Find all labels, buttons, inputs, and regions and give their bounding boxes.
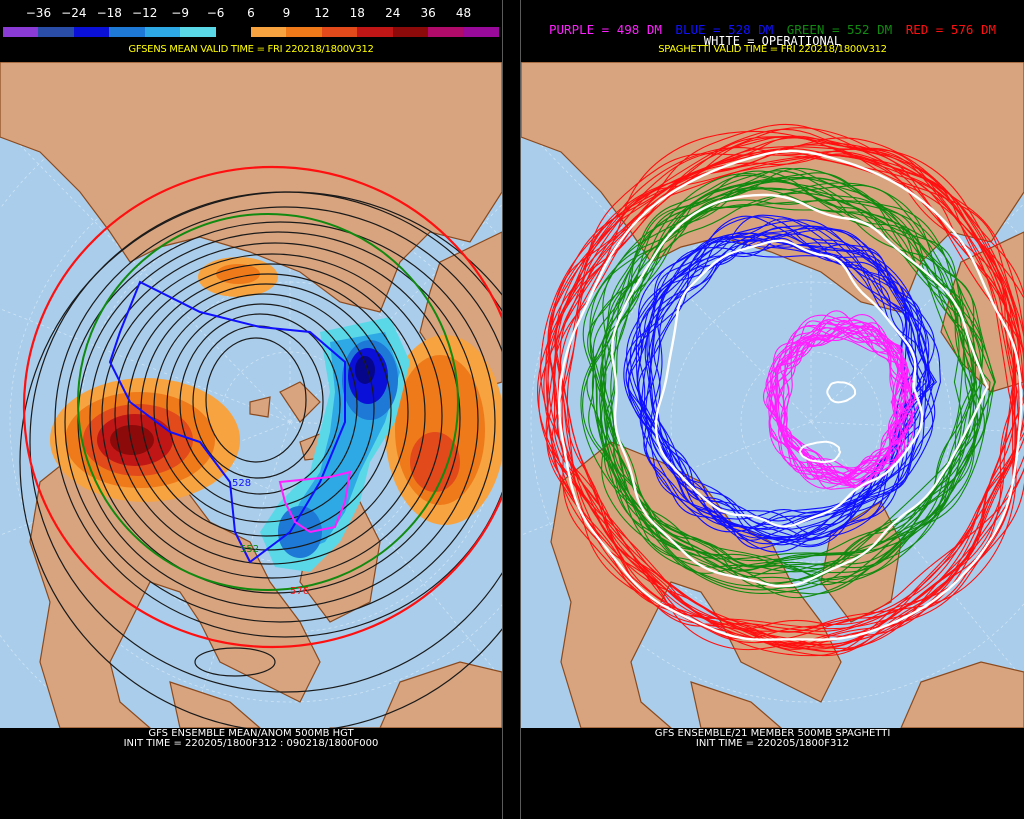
colorbar-label: −24 — [61, 6, 87, 20]
colorbar-swatch — [144, 27, 181, 37]
spaghetti-contour — [589, 192, 984, 589]
spaghetti-contour — [554, 144, 1024, 657]
spaghetti-map-title: SPAGHETTI VALID TIME = FRI 220218/1800V3… — [658, 44, 887, 55]
colorbar-swatch — [428, 27, 464, 37]
panel-divider — [502, 0, 521, 819]
colorbar-swatch — [38, 27, 74, 37]
colorbar-swatch — [73, 27, 110, 37]
label-576: 576 — [290, 586, 309, 597]
colorbar-label: 12 — [314, 6, 330, 20]
colorbar-swatch — [357, 27, 393, 37]
spaghetti-contour — [638, 218, 936, 520]
anomaly-colorbar: −36 −24 −18 −12 −9 −6 6 9 12 18 24 36 48 — [3, 4, 499, 37]
mean-map-title: GFSENS MEAN VALID TIME = FRI 220218/1800… — [128, 44, 374, 55]
spaghetti-contour — [600, 187, 996, 591]
legend-blue: BLUE = 528 DM — [675, 22, 774, 37]
contour-576-line — [22, 165, 502, 649]
colorbar-swatch — [109, 27, 145, 37]
contour-498-line — [278, 470, 352, 534]
spaghetti-contour — [600, 180, 985, 572]
contour-528-line — [108, 280, 346, 564]
spaghetti-contour — [626, 239, 917, 541]
colorbar-label: −6 — [206, 6, 225, 20]
colorbar-label: 18 — [349, 6, 365, 20]
spaghetti-contour — [654, 239, 924, 528]
ensemble-mean-map: 528 552 576 — [0, 62, 502, 728]
legend-red: RED = 576 DM — [905, 22, 996, 37]
spaghetti-contour — [599, 170, 975, 573]
colorbar-label: 6 — [247, 6, 255, 20]
spaghetti-contour — [588, 184, 972, 584]
spaghetti-contour — [537, 137, 1020, 653]
spaghetti-contour — [589, 203, 975, 599]
spaghetti-contour — [826, 381, 857, 404]
colorbar-label: 36 — [420, 6, 436, 20]
spaghetti-footer-line-1: GFS ENSEMBLE/21 MEMBER 500MB SPAGHETTI — [654, 728, 891, 739]
colorbar-label: 24 — [385, 6, 401, 20]
spaghetti-map — [521, 62, 1024, 728]
spaghetti-contour — [558, 149, 1023, 641]
height-contours — [19, 191, 502, 728]
colorbar-swatch — [463, 27, 499, 37]
spaghetti-contour — [770, 325, 904, 487]
ensemble-mean-panel: −36 −24 −18 −12 −9 −6 6 9 12 18 24 36 48 GFSENS MEAN… — [0, 0, 502, 819]
spaghetti-lines — [537, 123, 1024, 657]
colorbar-swatches — [3, 27, 499, 37]
spaghetti-contour — [628, 228, 916, 530]
spaghetti-contour — [582, 167, 977, 574]
spaghetti-contour — [551, 128, 1017, 633]
legend-green: GREEN = 552 DM — [786, 22, 893, 37]
colorbar-label: −36 — [25, 6, 52, 20]
colorbar-swatch — [286, 27, 322, 37]
spaghetti-contour — [625, 227, 909, 535]
colorbar-swatch — [3, 27, 39, 37]
colorbar-swatch — [321, 27, 358, 37]
spaghetti-contour — [553, 154, 1018, 645]
colorbar-swatch — [215, 27, 251, 37]
spaghetti-contour — [798, 440, 842, 464]
spaghetti-contour — [639, 219, 934, 530]
mean-footer-line-1: GFS ENSEMBLE MEAN/ANOM 500MB HGT — [148, 728, 354, 739]
spaghetti-contour — [766, 322, 900, 484]
spaghetti-contour — [779, 320, 921, 479]
label-552: 552 — [240, 544, 259, 555]
legend-purple: PURPLE = 498 DM — [549, 22, 662, 37]
contour-552-line — [77, 213, 459, 591]
spaghetti-contour — [586, 177, 978, 560]
colorbar-label: 48 — [455, 6, 472, 20]
spaghetti-footer-line-2: INIT TIME = 220205/1800F312 — [695, 738, 850, 749]
spaghetti-contour — [786, 324, 914, 481]
spaghetti-contour — [591, 177, 991, 571]
spaghetti-panel: PURPLE = 498 DM BLUE = 528 DM GREEN = 55… — [521, 0, 1024, 819]
colorbar-label: −12 — [132, 6, 158, 20]
colorbar-swatch — [180, 27, 216, 37]
colorbar-swatch — [250, 27, 287, 37]
label-528: 528 — [232, 478, 251, 489]
spaghetti-legend: PURPLE = 498 DM BLUE = 528 DM GREEN = 55… — [521, 22, 1024, 37]
mean-footer: GFS ENSEMBLE MEAN/ANOM 500MB HGT INIT TI… — [0, 729, 502, 749]
colorbar-labels: −36 −24 −18 −12 −9 −6 6 9 12 18 24 36 48 — [3, 4, 499, 22]
spaghetti-contour — [776, 320, 916, 481]
spaghetti-contour — [782, 325, 912, 489]
spaghetti-contour — [547, 142, 1024, 657]
mean-footer-line-2: INIT TIME = 220205/1800F312 : 090218/180… — [123, 738, 379, 749]
spaghetti-contour — [603, 187, 996, 575]
legend-white: WHITE = OPERATIONAL — [703, 34, 842, 48]
spaghetti-footer: GFS ENSEMBLE/21 MEMBER 500MB SPAGHETTI I… — [521, 729, 1024, 749]
spaghetti-contour — [547, 155, 1015, 650]
colorbar-label: −18 — [96, 6, 122, 20]
colorbar-label: −9 — [171, 6, 189, 20]
colorbar-label: 9 — [282, 6, 291, 20]
colorbar-swatch — [392, 27, 429, 37]
spaghetti-contour — [610, 193, 989, 588]
spaghetti-contour — [601, 170, 977, 587]
spaghetti-contour — [548, 148, 1017, 648]
